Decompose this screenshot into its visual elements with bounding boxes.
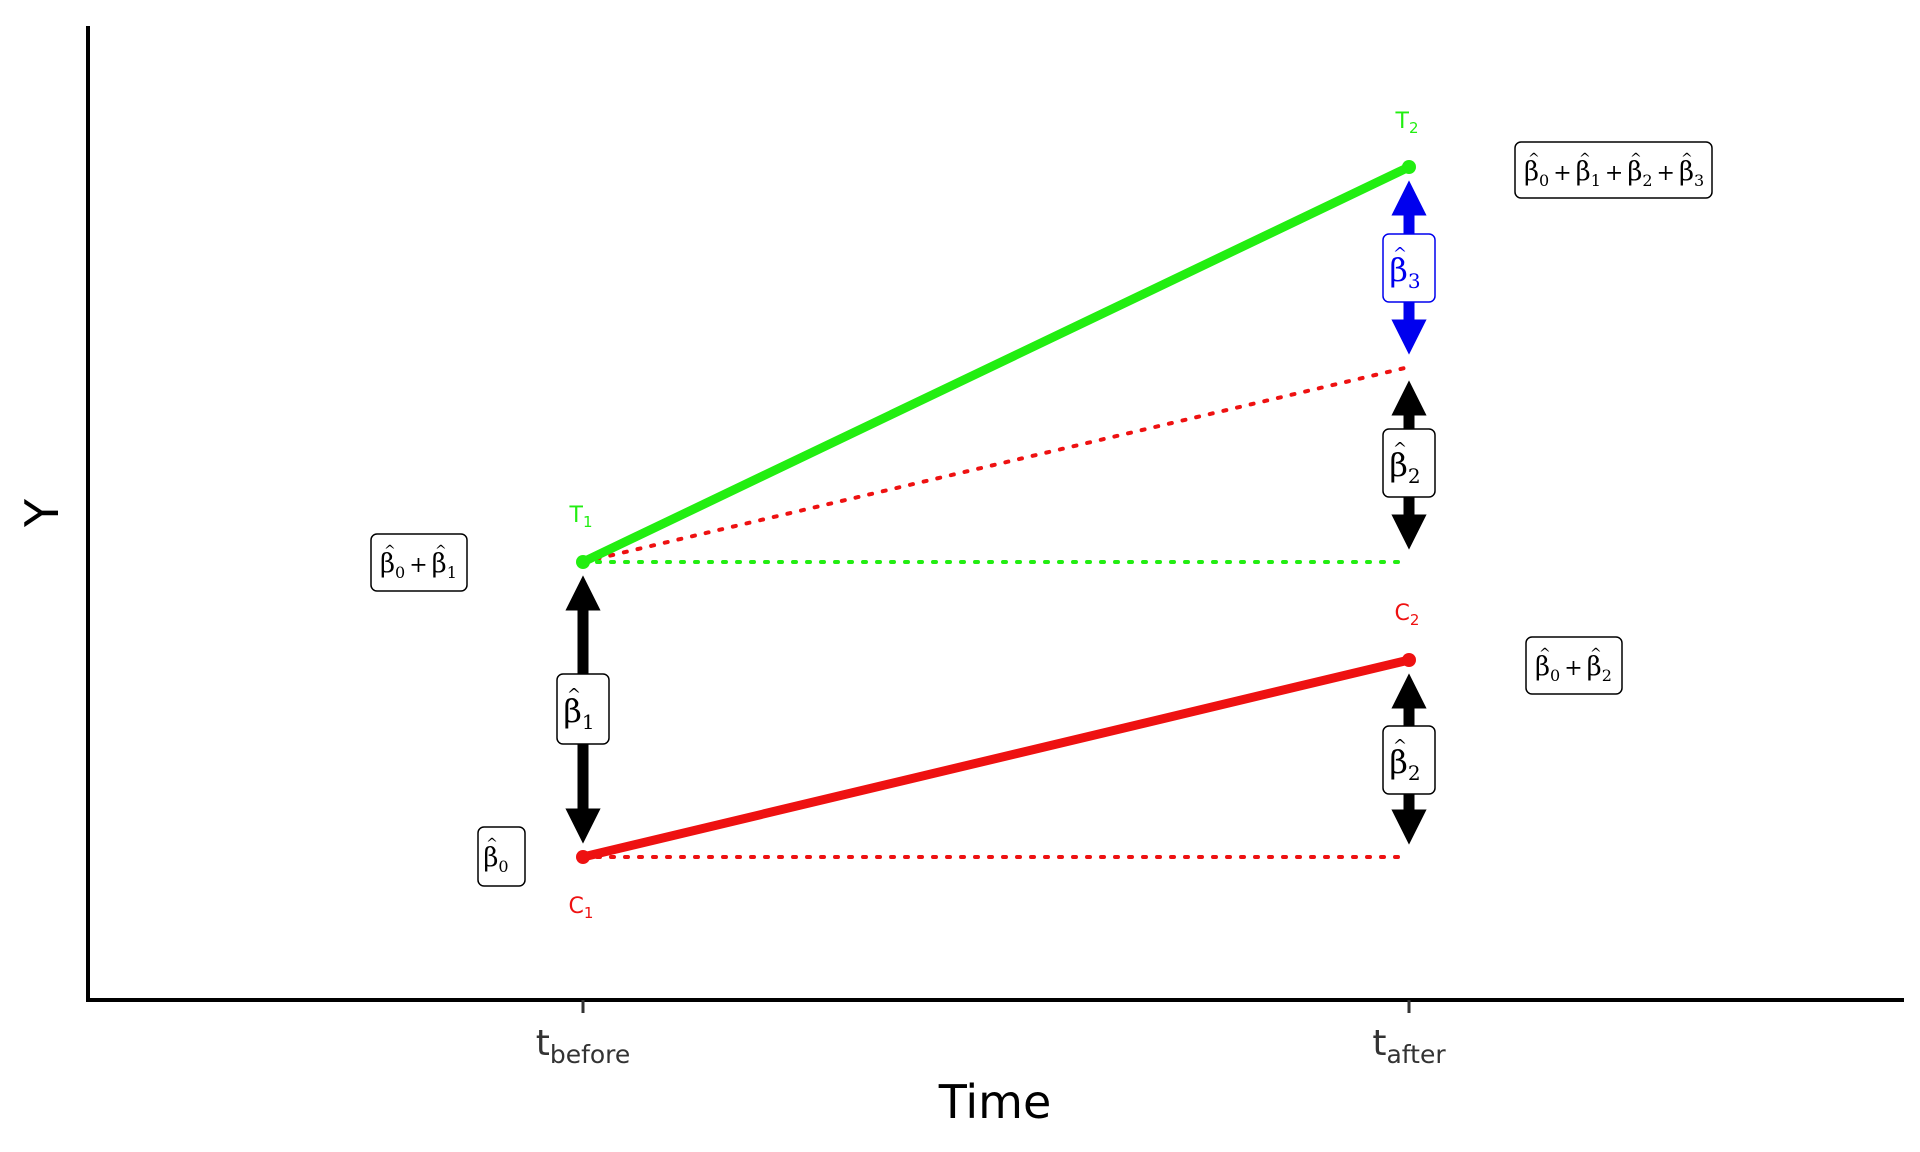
treatment-line [578,162,1414,567]
svg-text:^: ^ [1630,151,1642,167]
point-T1 [576,555,590,569]
arrow-label-beta2-treatment: β2 ^ [1382,428,1436,498]
svg-text:^: ^ [1681,151,1693,167]
svg-text:^: ^ [1393,439,1407,459]
point-label-T1: T1 [569,503,593,531]
label-b0b2: β0 + β2 ^ ^ [1525,636,1623,695]
svg-text:^: ^ [1528,151,1540,167]
svg-text:^: ^ [567,685,581,705]
svg-text:^: ^ [1393,244,1407,264]
svg-text:β0+β1: β0 + β1 [380,549,457,582]
svg-text:^: ^ [486,836,498,852]
label-b0: β0 ^ [477,826,526,887]
point-C1 [576,850,590,864]
svg-text:β2: β2 [1389,446,1420,488]
point-label-C2: C2 [1395,601,1420,629]
svg-text:^: ^ [1393,736,1407,756]
point-label-C1: C1 [569,894,594,922]
y-axis-title: Y [15,498,69,528]
svg-text:β0: β0 [483,843,508,876]
point-C2 [1402,653,1416,667]
svg-text:^: ^ [1579,151,1591,167]
svg-text:^: ^ [384,543,396,559]
control-line [578,655,1414,862]
svg-text:β0+β2: β0 + β2 [1535,652,1612,685]
x-tick-label-after: tafter [1372,1023,1446,1069]
svg-text:β1: β1 [563,692,594,734]
svg-text:^: ^ [435,543,447,559]
x-axis-title: Time [938,1075,1052,1129]
point-label-T2: T2 [1395,109,1419,137]
label-b0b1b2b3: β0 + β1 + β2 + β3 ^ ^ ^ ^ [1514,141,1713,199]
arrow-label-beta1: β1 ^ [556,673,610,745]
counterfactual-trend-line [581,365,1411,564]
arrow-label-beta2-control: β2 ^ [1382,725,1436,795]
svg-text:β0+β1+β2+β3: β0 + β1 + β2 + β3 [1524,157,1704,190]
arrow-label-beta3: β3 ^ [1382,233,1436,303]
point-T2 [1402,160,1416,174]
svg-text:^: ^ [1590,646,1602,662]
label-b0b1: β0 + β1 ^ ^ [370,533,468,592]
svg-text:β3: β3 [1389,251,1420,293]
svg-text:β2: β2 [1389,743,1420,785]
x-tick-label-before: tbefore [536,1023,631,1069]
svg-text:^: ^ [1539,646,1551,662]
